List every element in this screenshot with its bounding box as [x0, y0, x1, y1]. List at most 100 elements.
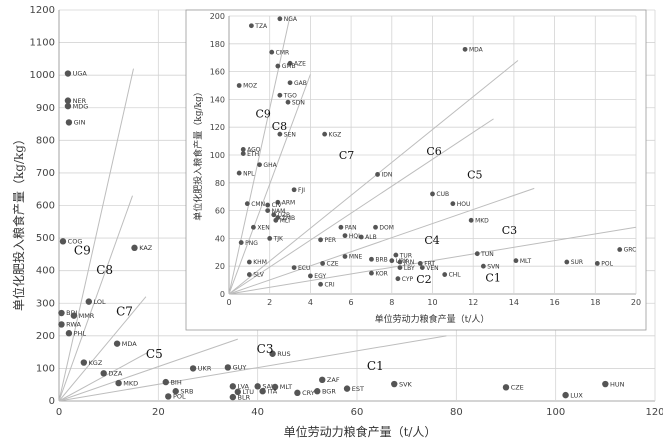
- inset-ray-line: [228, 226, 637, 295]
- inset-cluster-label: C4: [424, 234, 439, 247]
- inset-x-tick-label: 20: [631, 298, 641, 307]
- inset-point-label: MDA: [469, 47, 484, 54]
- inset-point-label: PER: [324, 237, 336, 244]
- inset-point-label: SEN: [284, 131, 296, 138]
- inset-point-label: SUR: [571, 259, 583, 266]
- inset-point-mlt: [513, 258, 519, 264]
- inset-x-tick-label: 18: [590, 298, 600, 307]
- main-point-ita: [259, 388, 266, 395]
- main-x-tick-label: 20: [152, 407, 165, 418]
- main-point-mkd: [115, 379, 122, 387]
- main-tick-labels: 0100200300400500600700800900100011001200…: [30, 5, 663, 418]
- main-x-tick-label: 0: [56, 407, 62, 418]
- inset-x-tick-label: 8: [389, 298, 394, 307]
- inset-point-nam: [265, 208, 271, 214]
- inset-point-label: MLT: [520, 258, 532, 265]
- inset-point-brb: [369, 256, 374, 262]
- inset-point-label: CMR: [276, 49, 290, 56]
- inset-tick-labels: 0 20 40 60 80 100 120 140 160 180 200 0 2 4 6 8 10 12 14 16…: [210, 12, 641, 307]
- main-point-label: HUN: [610, 380, 625, 388]
- main-ray-line: [58, 68, 134, 402]
- inset-point-label: NGA: [284, 16, 298, 23]
- inset-point-label: CUB: [436, 191, 449, 198]
- inset-point-grc: [617, 247, 623, 252]
- inset-point-label: ETH: [247, 151, 259, 158]
- inset-cluster-label: C1: [485, 271, 500, 284]
- main-point-label: CRY: [302, 389, 315, 397]
- inset-y-tick-label: 80: [215, 179, 225, 188]
- inset-y-tick-label: 160: [210, 68, 225, 77]
- inset-point-lby: [397, 265, 403, 270]
- main-point-label: GUY: [233, 364, 247, 372]
- inset-point-label: MNE: [349, 254, 363, 261]
- inset-point-label: POL: [601, 261, 613, 268]
- inset-point-khm: [246, 259, 252, 265]
- main-point-lva: [229, 383, 237, 390]
- inset-point-label: FRT: [424, 261, 435, 268]
- inset-y-tick-label: 180: [210, 40, 225, 49]
- main-point-cry: [294, 389, 301, 397]
- inset-point-mda: [462, 46, 468, 52]
- main-point-label: LTU: [243, 388, 255, 396]
- inset-point-label: CYP: [402, 276, 414, 283]
- main-point-label: MMR: [79, 312, 95, 320]
- inset-point-frt: [417, 261, 423, 266]
- inset-point-jrn: [397, 259, 403, 265]
- main-point-bgr: [314, 388, 321, 395]
- inset-y-tick-label: 140: [210, 95, 225, 104]
- inset-point-label: HQI: [349, 233, 360, 240]
- inset-point-label: PNG: [245, 240, 258, 247]
- main-point-phl: [65, 330, 73, 337]
- main-point-ukr: [189, 365, 197, 372]
- inset-point-svn: [480, 263, 486, 269]
- inset-point-label: ARM: [282, 199, 295, 206]
- inset-point-label: PAN: [345, 224, 357, 231]
- main-cluster-label: C7: [116, 305, 133, 319]
- inset-point-label: TJK: [273, 236, 284, 243]
- main-y-tick-label: 0: [49, 396, 55, 407]
- inset-point-gha: [257, 162, 262, 168]
- main-point-rwa: [58, 321, 65, 328]
- inset-point-tur: [393, 252, 399, 258]
- inset-point-label: CHL: [449, 272, 462, 279]
- inset-point-mne: [342, 254, 348, 259]
- inset-point-cmr: [269, 49, 275, 55]
- inset-point-civ: [265, 202, 271, 208]
- main-x-tick-label: 40: [251, 407, 264, 418]
- main-point-label: LOL: [94, 298, 107, 306]
- main-y-tick-label: 800: [36, 135, 55, 146]
- main-point-label: PHL: [74, 329, 87, 337]
- main-point-label: BIH: [170, 378, 181, 386]
- main-point-label: COG: [68, 238, 83, 246]
- main-point-bdi: [58, 309, 65, 317]
- main-y-tick-label: 200: [36, 331, 55, 342]
- main-point-kgz: [80, 359, 88, 366]
- inset-point-label: MKD: [475, 218, 489, 225]
- inset-point-label: EGY: [314, 273, 326, 280]
- inset-point-label: BRB: [375, 256, 387, 263]
- inset-point-label: DOM: [379, 224, 394, 231]
- main-point-svk: [391, 380, 398, 388]
- main-point-srb: [172, 388, 179, 395]
- inset-point-cze: [320, 261, 326, 266]
- inset-point-hou: [450, 201, 456, 207]
- main-point-label: CZE: [511, 384, 524, 392]
- inset-x-axis-label: 单位劳动力粮食产量（t/人）: [375, 313, 490, 325]
- inset-cluster-label: C9: [255, 107, 270, 120]
- inset-cluster-label: C2: [416, 273, 431, 286]
- inset-point-label: HOU: [457, 201, 471, 208]
- main-data-points: UGANERMDGGINCOGKAZLOLBDIMMRRWAPHLMDAKGZU…: [58, 70, 625, 401]
- inset-point-label: SLV: [253, 272, 264, 279]
- inset-point-npl: [236, 170, 242, 176]
- inset-point-cub: [430, 191, 435, 197]
- main-point-label: RWA: [66, 321, 81, 329]
- inset-point-label: KOR: [375, 270, 388, 277]
- inset-point-label: ECU: [298, 265, 310, 272]
- inset-point-label: JRN: [403, 259, 414, 266]
- inset-point-tgo: [277, 92, 283, 98]
- main-y-tick-label: 1000: [30, 70, 55, 81]
- inset-ray-line: [228, 118, 494, 295]
- inset-point-kgz: [322, 131, 328, 137]
- main-point-kaz: [131, 244, 138, 252]
